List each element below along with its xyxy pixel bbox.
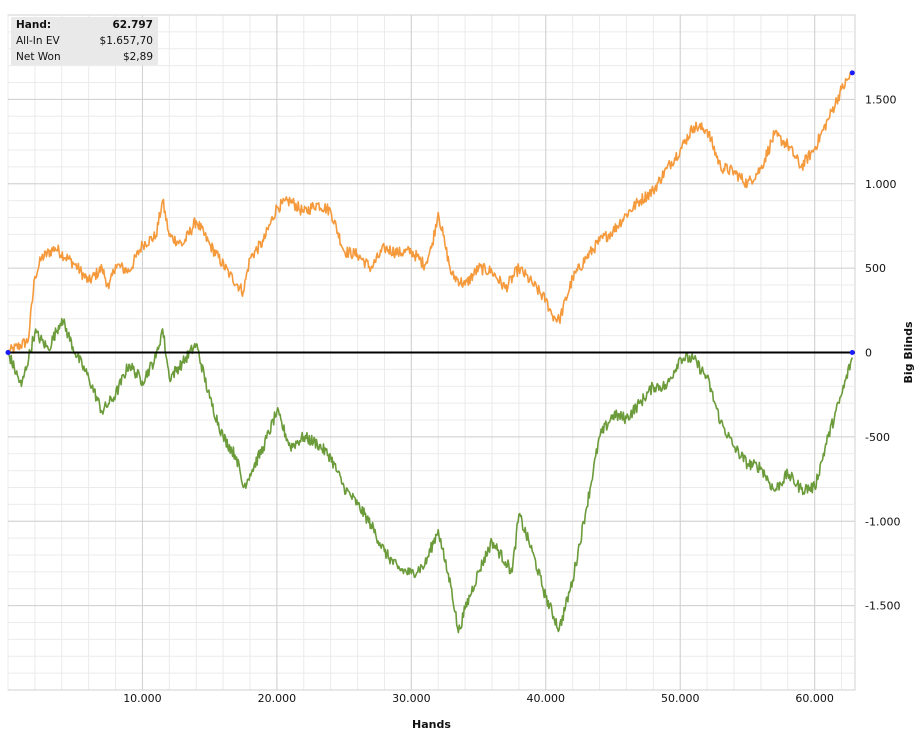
end-marker-zero <box>849 350 855 355</box>
info-row-net-won: Net Won $2,89 <box>11 49 158 65</box>
end-markers <box>5 70 855 355</box>
x-tick-label: 40.000 <box>527 692 566 705</box>
y-tick-label: 500 <box>865 262 886 275</box>
info-value: $2,89 <box>122 51 153 63</box>
info-label: Net Won <box>16 51 61 63</box>
x-tick-label: 30.000 <box>392 692 431 705</box>
y-tick-label: -500 <box>865 431 890 444</box>
x-tick-label: 50.000 <box>661 692 700 705</box>
x-tick-label: 10.000 <box>123 692 162 705</box>
info-value: 62.797 <box>112 19 153 31</box>
x-axis-title: Hands <box>412 718 451 731</box>
y-tick-label: 0 <box>865 347 872 360</box>
info-value: $1.657,70 <box>99 35 153 47</box>
end-marker-ev <box>849 70 855 76</box>
info-row-hand: Hand: 62.797 <box>11 17 158 33</box>
info-panel: Hand: 62.797 All-In EV $1.657,70 Net Won… <box>11 17 158 65</box>
start-marker <box>5 350 11 355</box>
info-label: All-In EV <box>16 35 60 47</box>
y-axis-ticks: 1.500 1.000 500 0 -500 -1.000 -1.500 <box>865 93 900 612</box>
x-axis-ticks: 10.000 20.000 30.000 40.000 50.000 60.000 <box>123 692 834 705</box>
y-axis-title: Big Blinds <box>902 321 915 383</box>
y-tick-label: 1.000 <box>865 178 897 191</box>
y-tick-label: 1.500 <box>865 93 897 106</box>
y-tick-label: -1.500 <box>865 600 900 613</box>
y-tick-label: -1.000 <box>865 515 900 528</box>
series-line-1 <box>7 317 854 634</box>
x-tick-label: 20.000 <box>258 692 297 705</box>
series-line-0 <box>7 71 853 355</box>
info-row-allin-ev: All-In EV $1.657,70 <box>11 33 158 49</box>
series-layer <box>7 71 854 634</box>
info-label: Hand: <box>16 19 52 31</box>
x-tick-label: 60.000 <box>795 692 834 705</box>
